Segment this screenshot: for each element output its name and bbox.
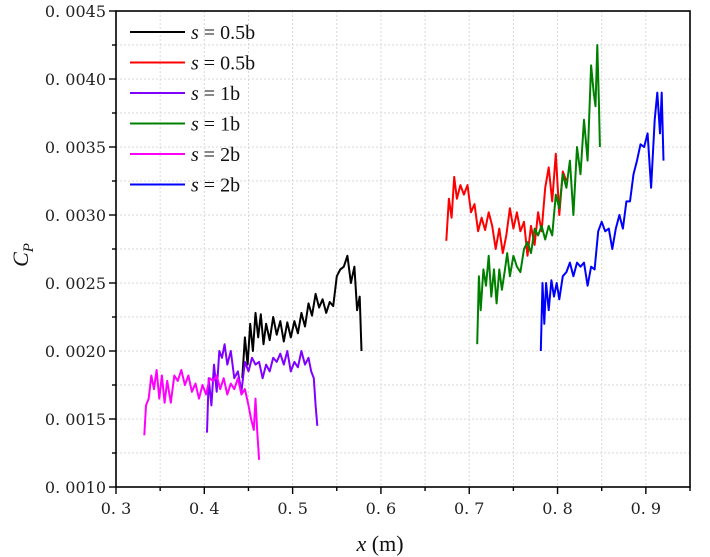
legend-label: s = 1b (191, 114, 240, 136)
series-line (241, 254, 363, 379)
y-tick-label: 0. 0015 (45, 410, 106, 429)
legend-label: s = 0.5b (191, 53, 255, 75)
series-line (206, 343, 319, 433)
y-tick-label: 0. 0035 (45, 138, 106, 157)
legend-label: s = 2b (191, 144, 240, 166)
x-tick-label: 0. 4 (189, 499, 220, 518)
y-tick-label: 0. 0040 (45, 70, 106, 89)
x-axis-label: x (m) (355, 531, 403, 556)
grid (116, 11, 690, 487)
y-axis-label: CP (8, 243, 37, 267)
y-tick-label: 0. 0045 (45, 2, 106, 21)
y-tick-label: 0. 0025 (45, 274, 106, 293)
series-line (476, 44, 601, 345)
y-tick-label: 0. 0030 (45, 206, 106, 225)
legend-label: s = 1b (191, 83, 240, 105)
x-tick-label: 0. 6 (366, 499, 397, 518)
axis-ticks: 0. 3 0. 4 0. 5 0. 6 0. 7 0. 8 0. 9 0. 0010 0. 00… (45, 2, 691, 518)
x-tick-label: 0. 9 (631, 499, 662, 518)
series-line (445, 152, 568, 257)
series-line (539, 91, 665, 352)
x-tick-label: 0. 5 (277, 499, 308, 518)
series-line (143, 369, 261, 460)
x-tick-label: 0. 3 (101, 499, 132, 518)
y-tick-label: 0. 0010 (45, 478, 106, 497)
legend-label: s = 0.5b (191, 22, 255, 44)
legend-label: s = 2b (191, 175, 240, 197)
y-tick-label: 0. 0020 (45, 342, 106, 361)
x-tick-label: 0. 8 (542, 499, 573, 518)
x-tick-label: 0. 7 (454, 499, 485, 518)
legend: s = 0.5b s = 0.5b s = 1b s = 1b s = 2b s = 2b (130, 22, 255, 197)
series-lines (143, 44, 665, 460)
